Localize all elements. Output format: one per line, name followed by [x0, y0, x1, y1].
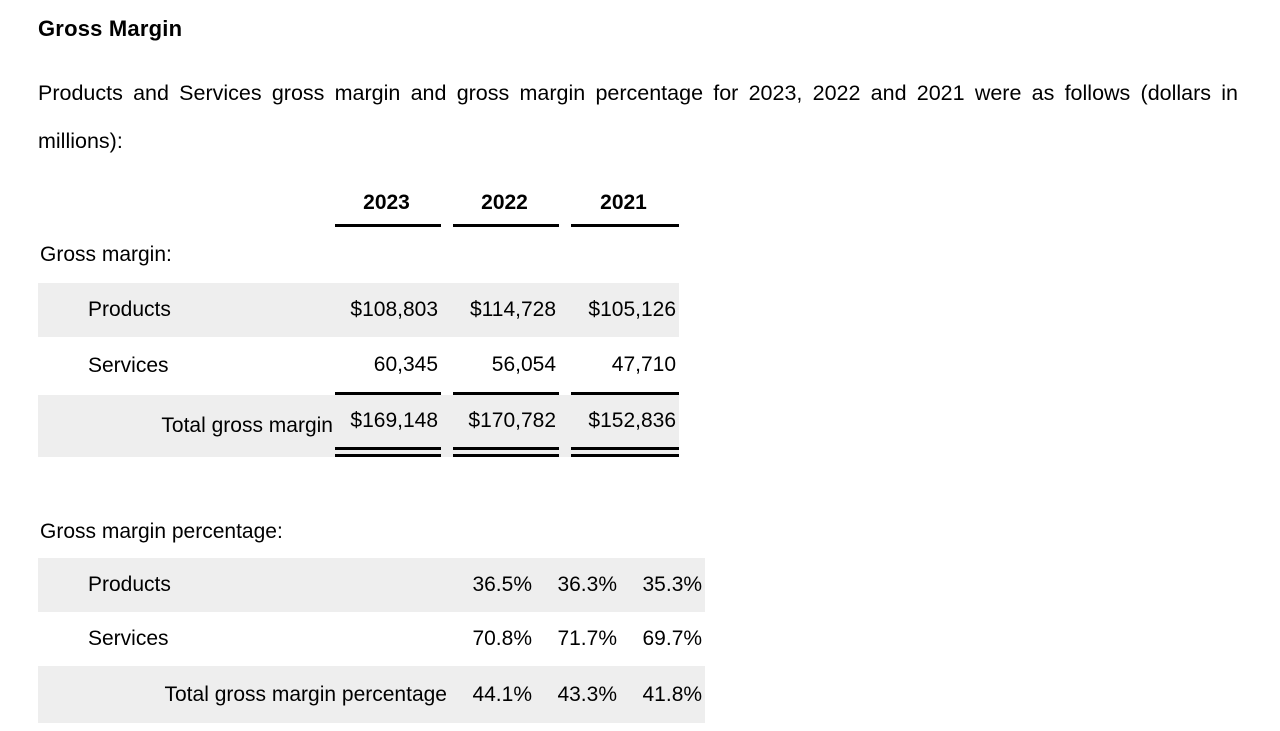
column-gap — [441, 191, 453, 227]
table-row-total-gross-margin: Total gross margin $169,148 $170,782 $15… — [38, 395, 679, 457]
gross-margin-percentage-table: Gross margin percentage: Products 36.5% … — [38, 506, 706, 723]
cell-value-2021: $105,126 — [571, 283, 679, 337]
cell-value-2021: $152,836 — [571, 395, 679, 457]
section-header-row: Gross margin percentage: — [38, 506, 705, 558]
row-label: Total gross margin percentage — [38, 666, 450, 723]
cell-value-2021: 47,710 — [571, 337, 679, 395]
cell-value-2021: 69.7% — [642, 627, 703, 650]
cell-value-2023: 36.5% — [450, 558, 535, 612]
cell-value-2022: $114,728 — [453, 283, 559, 337]
column-gap — [441, 337, 453, 395]
row-label: Products — [38, 558, 450, 612]
column-gap — [441, 395, 453, 457]
cell-value-2022: $170,782 — [453, 395, 559, 457]
intro-paragraph: Products and Services gross margin and g… — [38, 81, 1238, 153]
table-row-total-gross-margin-pct: Total gross margin percentage 44.1% 43.3… — [38, 666, 706, 723]
row-label: Services — [88, 354, 169, 377]
row-label: Products — [38, 283, 335, 337]
table-row-services: Services 60,345 56,054 47,710 — [38, 337, 679, 395]
cell-value-2023: 44.1% — [450, 666, 535, 723]
column-gap — [559, 191, 571, 227]
section-label-gross-margin: Gross margin: — [40, 243, 172, 266]
table-row-products: Products $108,803 $114,728 $105,126 — [38, 283, 679, 337]
cell-value-2022: 36.3% — [535, 558, 620, 612]
cell-value-2023: 70.8% — [472, 627, 532, 650]
section-header-row: Gross margin: — [38, 227, 679, 283]
cell-value-2021: 41.8% — [620, 666, 706, 723]
cell-value-2023: 60,345 — [335, 337, 441, 395]
column-gap — [559, 395, 571, 457]
year-header-2022: 2022 — [453, 191, 559, 227]
cell-value-2022: 71.7% — [557, 627, 617, 650]
page-title: Gross Margin — [38, 16, 183, 41]
year-header-2021: 2021 — [571, 191, 679, 227]
cell-value-2023: $169,148 — [335, 395, 441, 457]
table-row-services-pct: Services 70.8% 71.7% 69.7% — [38, 612, 705, 666]
year-header-spacer — [38, 191, 335, 227]
year-header-2023: 2023 — [335, 191, 441, 227]
year-header-row: 2023 2022 2021 — [38, 191, 679, 227]
row-label: Total gross margin — [38, 395, 335, 457]
section-label-gross-margin-percentage: Gross margin percentage: — [40, 520, 283, 543]
cell-value-2023: $108,803 — [335, 283, 441, 337]
table-row-products-pct: Products 36.5% 36.3% 35.3% — [38, 558, 706, 612]
row-label: Services — [88, 627, 169, 650]
column-gap — [559, 283, 571, 337]
gross-margin-table: 2023 2022 2021 Gross margin: Products $1… — [38, 191, 679, 457]
cell-value-2022: 56,054 — [453, 337, 559, 395]
cell-value-2021: 35.3% — [620, 558, 706, 612]
column-gap — [441, 283, 453, 337]
cell-value-2022: 43.3% — [535, 666, 620, 723]
column-gap — [559, 337, 571, 395]
